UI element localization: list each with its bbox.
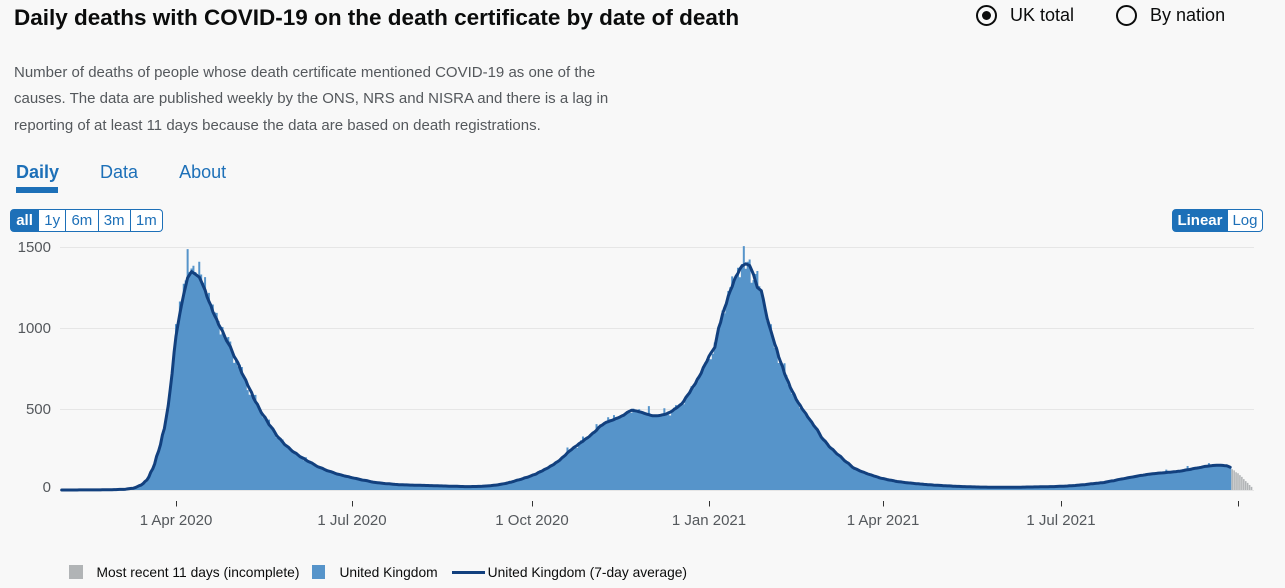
svg-text:1 Apr 2021: 1 Apr 2021	[847, 512, 920, 529]
svg-text:500: 500	[26, 401, 51, 418]
svg-text:0: 0	[43, 479, 51, 496]
svg-text:1500: 1500	[18, 239, 51, 256]
svg-text:1 Apr 2020: 1 Apr 2020	[140, 512, 213, 529]
svg-text:1 Jan 2021: 1 Jan 2021	[672, 512, 746, 529]
svg-text:1 Jul 2021: 1 Jul 2021	[1026, 512, 1095, 529]
svg-text:1 Oct 2020: 1 Oct 2020	[495, 512, 568, 529]
svg-text:1 Jul 2020: 1 Jul 2020	[317, 512, 386, 529]
svg-text:1000: 1000	[18, 320, 51, 337]
